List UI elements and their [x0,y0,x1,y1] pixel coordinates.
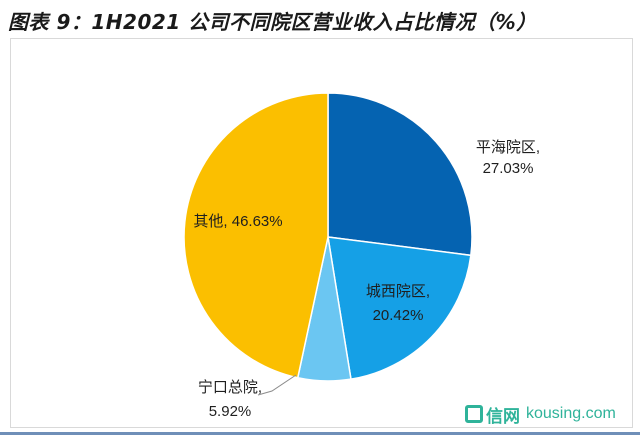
watermark-brand: 信网 [486,406,520,427]
watermark-url: kousing.com [526,405,616,422]
slice-value-2: 20.42% [373,307,424,324]
leader-line [257,374,297,396]
slice-label-4: 其他, 46.63% [193,213,282,230]
figure-title: 图表 9：1H2021 公司不同院区营业收入占比情况（%） [8,10,537,34]
watermark: 信网 kousing.com [465,402,635,427]
pie-slice-4 [183,92,329,379]
pie-slice-1 [327,92,473,257]
slice-label-3: 宁口总院, [198,378,262,396]
slice-label-2: 城西院区, [366,282,430,300]
pie-slice-2 [327,236,472,381]
bottom-rule [0,432,640,435]
slice-label-1: 平海院区, [476,138,540,156]
slice-value-1: 27.03% [483,160,534,177]
slice-value-3: 5.92% [209,403,252,420]
watermark-logo-icon [465,405,483,423]
